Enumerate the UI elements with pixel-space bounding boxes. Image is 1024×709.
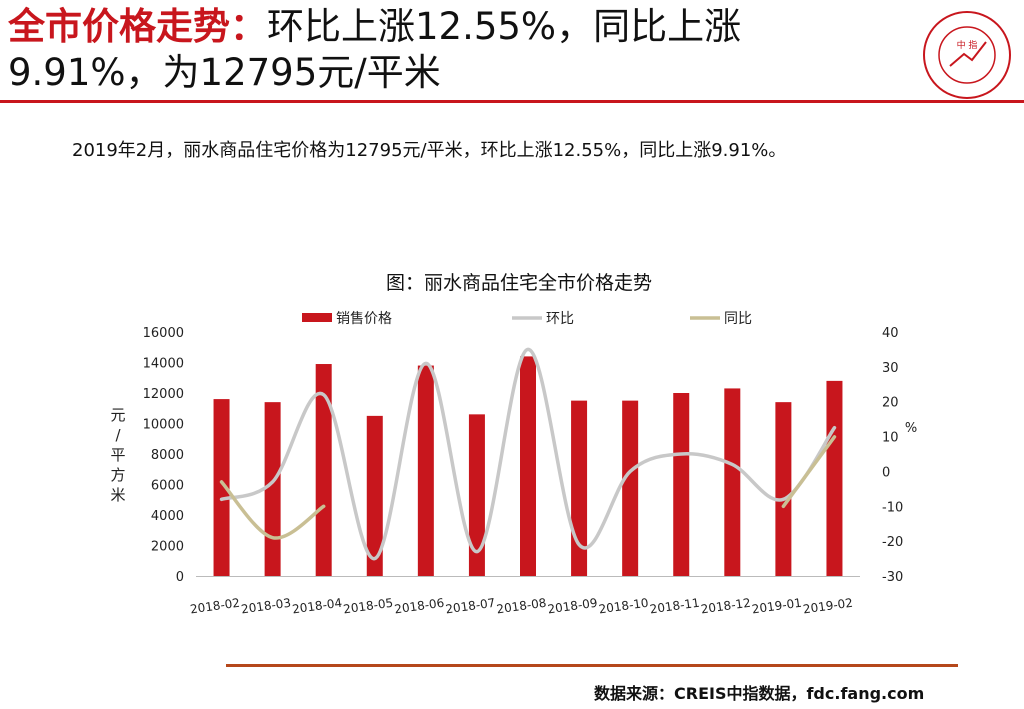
bar-2018-07 (468, 414, 485, 576)
bar-2018-04 (315, 364, 332, 576)
china-index-academy-seal-icon: 中 指 (920, 8, 1014, 102)
x-tick-label-2018-07: 2018-07 (445, 596, 497, 617)
legend-label-1: 环比 (546, 311, 574, 327)
bar-2018-11 (673, 393, 690, 576)
x-axis: 2018-02 2018-03 2018-04 2018-05 2018-06 2018-… (189, 596, 854, 617)
x-tick-label-2018-10: 2018-10 (598, 596, 650, 617)
left-tick-label-3: 6000 (151, 479, 184, 494)
bar-2018-12 (724, 388, 741, 576)
bar-2018-02 (213, 399, 230, 576)
bar-2018-05 (366, 415, 383, 576)
data-source: 数据来源：CREIS中指数据，fdc.fang.com (594, 684, 925, 703)
left-axis: 0 2000 4000 6000 8000 10000 12000 14000 16000 (143, 326, 184, 585)
yoy-line-segment-1 (781, 435, 837, 509)
right-tick-label-7: 40 (882, 326, 899, 341)
left-tick-label-6: 12000 (143, 387, 184, 402)
summary-text: 2019年2月，丽水商品住宅价格为12795元/平米，环比上涨12.55%，同比… (72, 140, 787, 161)
right-tick-label-3: 0 (882, 465, 890, 480)
title-accent: 全市价格走势： (8, 5, 267, 48)
chart-legend: 销售价格 环比 同比 (302, 311, 752, 327)
bar-2018-03 (264, 402, 281, 576)
bar-series-sales-price (196, 356, 860, 577)
bar-2018-06 (417, 365, 434, 576)
x-tick-label-2018-03: 2018-03 (240, 596, 292, 617)
x-tick-label-2018-06: 2018-06 (393, 596, 445, 617)
left-axis-title-char-2: 平 (110, 446, 125, 464)
left-axis-title-char-0: 元 (110, 406, 125, 424)
mom-line-segment-0 (219, 347, 837, 561)
left-tick-label-8: 16000 (143, 326, 184, 341)
left-axis-title-char-4: 米 (110, 486, 125, 504)
x-tick-label-2019-02: 2019-02 (802, 596, 854, 617)
x-tick-label-2018-04: 2018-04 (291, 596, 343, 617)
right-axis-title: % (905, 421, 917, 436)
right-tick-label-5: 20 (882, 396, 899, 411)
left-tick-label-2: 4000 (151, 509, 184, 524)
logo-text: 中 指 (957, 39, 978, 51)
bar-2019-02 (826, 380, 843, 576)
bar-2019-01 (775, 402, 792, 576)
title-line1-rest: 环比上涨12.55%，同比上涨 (267, 5, 742, 48)
left-tick-label-1: 2000 (151, 540, 184, 555)
left-tick-label-5: 10000 (143, 418, 184, 433)
right-tick-label-4: 10 (882, 431, 899, 446)
bar-2018-10 (622, 400, 639, 576)
left-axis-title-char-1: / (115, 426, 121, 444)
x-tick-label-2018-02: 2018-02 (189, 596, 241, 617)
yoy-line-segment-0 (219, 480, 326, 540)
x-tick-label-2018-12: 2018-12 (700, 596, 752, 617)
x-tick-label-2018-05: 2018-05 (342, 596, 394, 617)
right-tick-label-0: -30 (882, 570, 903, 585)
bar-2018-08 (520, 356, 536, 576)
x-tick-label-2018-08: 2018-08 (496, 596, 548, 617)
x-tick-label-2018-09: 2018-09 (547, 596, 599, 617)
x-tick-label-2018-11: 2018-11 (649, 596, 701, 617)
title-line2: 9.91%，为12795元/平米 (8, 51, 441, 94)
left-tick-label-4: 8000 (151, 448, 184, 463)
right-tick-label-2: -10 (882, 500, 903, 515)
chart-title: 图：丽水商品住宅全市价格走势 (386, 272, 652, 294)
legend-swatch-sales-price (302, 313, 332, 322)
bottom-divider (226, 664, 958, 667)
left-tick-label-7: 14000 (143, 357, 184, 372)
right-tick-label-1: -20 (882, 535, 903, 550)
left-tick-label-0: 0 (176, 570, 184, 585)
page-title: 全市价格走势：环比上涨12.55%，同比上涨 9.91%，为12795元/平米 (8, 4, 908, 96)
axis-titles: 元 / 平方米% (110, 406, 917, 504)
title-divider (0, 100, 1024, 103)
legend-label-0: 销售价格 (336, 311, 392, 327)
right-axis: -30 -20 -10 0 10 20 30 40 (882, 326, 903, 585)
legend-label-2: 同比 (724, 311, 752, 327)
line-series (219, 347, 837, 561)
left-axis-title-char-3: 方 (110, 466, 125, 484)
right-tick-label-6: 30 (882, 361, 899, 376)
x-tick-label-2019-01: 2019-01 (751, 596, 803, 617)
